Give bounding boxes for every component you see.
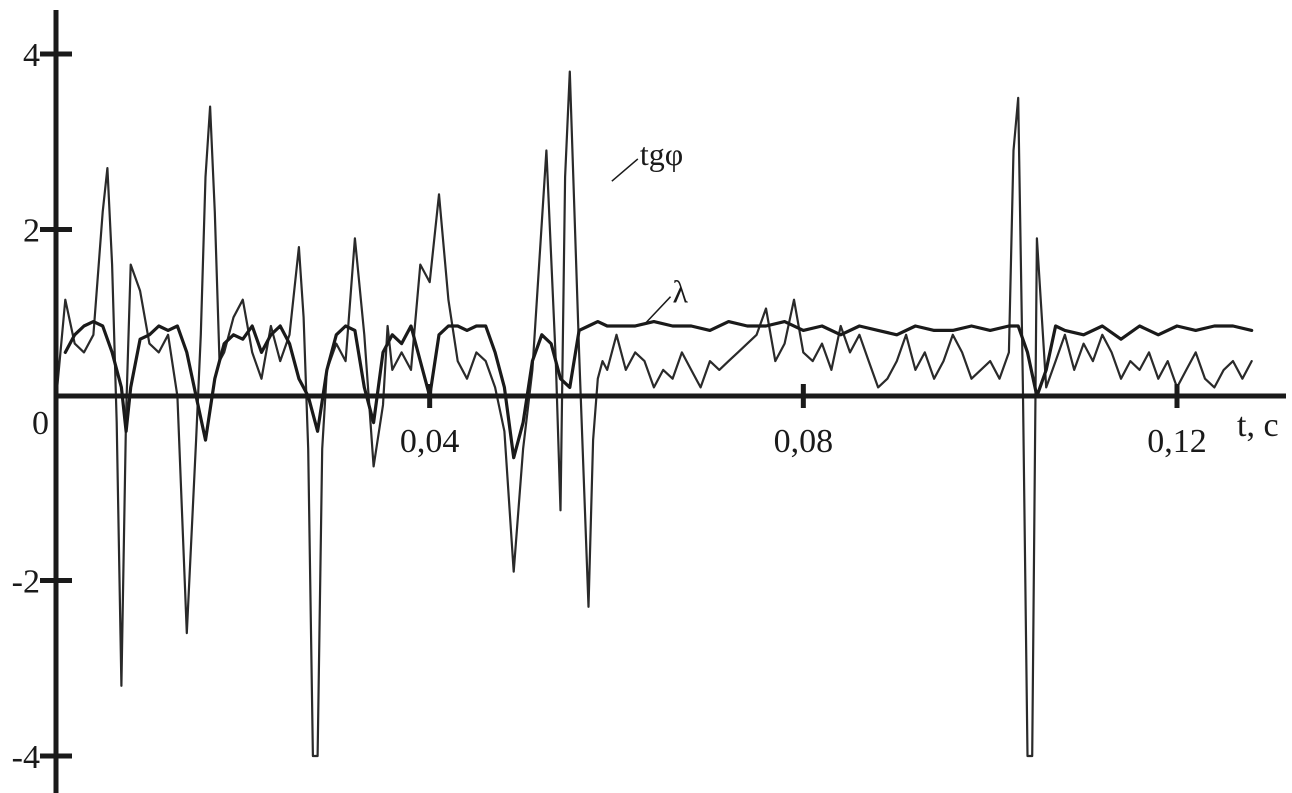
y-tick-label: -4 (12, 739, 40, 776)
annotation-leader (643, 296, 672, 325)
series-annotation-label: tgφ (640, 136, 683, 172)
series-annotation-label: λ (673, 274, 689, 310)
y-tick-label: 2 (23, 213, 40, 250)
origin-label: 0 (32, 405, 49, 442)
y-tick-label: 4 (23, 37, 40, 74)
y-tick-label: -2 (12, 564, 40, 601)
x-tick-label: 0,12 (1147, 423, 1207, 460)
annotation-leader (611, 158, 639, 182)
x-tick-label: 0,08 (774, 423, 834, 460)
x-axis-label: t, c (1237, 407, 1279, 444)
y-ticks: -4 -2 2 4 (12, 37, 72, 776)
series-layer (54, 70, 1254, 758)
x-ticks: 0,04 0,08 0,12 (400, 384, 1207, 460)
series-line-lambda (63, 320, 1254, 460)
annotation-layer: tgφ λ (611, 136, 689, 325)
series-line-tgphi (54, 70, 1253, 758)
x-tick-label: 0,04 (400, 423, 460, 460)
